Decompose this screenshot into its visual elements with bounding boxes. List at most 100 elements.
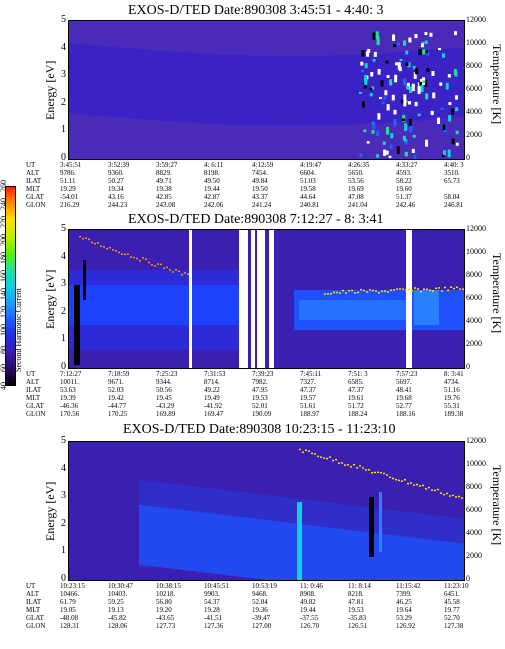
ephemeris-value: 6585. <box>348 378 364 386</box>
temperature-point <box>103 246 105 248</box>
ephemeris-value: 55.31 <box>444 402 460 410</box>
temperature-point <box>378 291 380 294</box>
ephemeris-value: 9671. <box>108 378 124 386</box>
temperature-point <box>112 249 114 251</box>
ephemeris-value: 5650. <box>348 169 364 177</box>
ephemeris-value: -43.65 <box>156 614 175 622</box>
low-energy-band <box>249 55 254 126</box>
ephemeris-value: 19.29 <box>60 185 76 193</box>
y2tick-label: 0 <box>466 574 470 583</box>
ephemeris-value: 19.77 <box>444 606 460 614</box>
ephemeris-value: 243.08 <box>156 201 176 209</box>
temperature-point <box>399 288 401 290</box>
ephemeris-value: 7:31:53 <box>204 370 226 378</box>
ephemeris-value: 9344. <box>156 378 172 386</box>
ion-band-core <box>389 535 394 580</box>
temperature-point <box>432 290 434 292</box>
noise-pixel <box>451 108 455 115</box>
ion-band-core <box>249 518 254 579</box>
noise-pixel <box>406 82 410 90</box>
temperature-point <box>422 484 424 487</box>
ion-band-core <box>289 523 294 580</box>
colorbar-tick: 200 <box>0 234 8 246</box>
ion-band-core <box>339 529 344 580</box>
noise-pixel <box>395 62 399 66</box>
noise-pixel <box>393 109 397 115</box>
temperature-point <box>326 457 328 460</box>
noise-pixel <box>376 154 380 158</box>
low-energy-band <box>319 55 324 126</box>
temperature-point <box>419 485 421 487</box>
ephemeris-value: 126.92 <box>396 622 416 630</box>
ephemeris-value: 4593. <box>396 169 412 177</box>
temperature-point <box>443 493 445 496</box>
ephemeris-value: 126.51 <box>348 622 368 630</box>
ephemeris-value: 3:52:39 <box>108 161 130 169</box>
ion-band-core <box>364 532 369 580</box>
ion-band-core <box>414 538 419 580</box>
temperature-point <box>187 273 189 275</box>
temperature-point <box>392 477 394 480</box>
noise-pixel <box>447 74 451 78</box>
ephemeris-value: 7:57:23 <box>396 370 418 378</box>
panel-3-y2label: Temperature [K] <box>490 465 504 546</box>
temperature-point <box>416 483 418 486</box>
noise-pixel <box>369 87 373 91</box>
temperature-point <box>435 287 437 290</box>
low-energy-band <box>134 48 139 119</box>
ephemeris-value: 42.87 <box>204 193 220 201</box>
low-energy-band <box>394 52 399 123</box>
ion-band-core <box>309 525 314 580</box>
ephemeris-row-label: GLAT <box>26 402 44 410</box>
temperature-point <box>402 288 404 290</box>
ion-band-core <box>199 512 204 573</box>
ephemeris-value: 42.85 <box>156 193 172 201</box>
noise-pixel <box>405 62 409 66</box>
ephemeris-value: 53.56 <box>348 177 364 185</box>
ephemeris-value: 10011. <box>60 378 79 386</box>
temperature-point <box>360 288 362 291</box>
ephemeris-value: 51.61 <box>300 402 316 410</box>
noise-pixel <box>442 124 446 130</box>
dark-stripe <box>369 497 374 557</box>
ephemeris-value: 19.68 <box>396 394 412 402</box>
ephemeris-value: 10:38:15 <box>156 582 181 590</box>
noise-pixel <box>371 130 375 134</box>
temperature-point <box>380 471 382 474</box>
ephemeris-value: 11: 8:14 <box>348 582 371 590</box>
low-energy-band <box>409 51 414 122</box>
ion-band-core <box>244 517 249 578</box>
ytick-label: 5 <box>61 223 66 234</box>
noise-pixel <box>411 148 415 154</box>
low-energy-band <box>314 55 319 126</box>
noise-pixel <box>422 49 426 55</box>
temperature-point <box>383 472 385 475</box>
ephemeris-value: 242.06 <box>204 201 224 209</box>
ephemeris-value: 10:23:15 <box>60 582 85 590</box>
noise-pixel <box>390 133 394 139</box>
ephemeris-value: 8198. <box>204 169 220 177</box>
ion-band-core <box>424 539 429 580</box>
temperature-point <box>148 261 150 264</box>
temperature-point <box>305 449 307 451</box>
temperature-point <box>82 237 84 240</box>
y2tick-label: 12000 <box>466 15 486 24</box>
noise-pixel <box>371 86 375 90</box>
low-energy-band <box>144 49 149 120</box>
temperature-point <box>453 287 455 290</box>
ion-band-core <box>274 521 279 580</box>
noise-pixel <box>443 150 447 156</box>
low-energy-band <box>99 46 104 116</box>
noise-pixel <box>376 37 380 46</box>
temperature-point <box>302 451 304 454</box>
noise-pixel <box>455 130 459 135</box>
ephemeris-value: 47.81 <box>348 598 364 606</box>
ion-band-core <box>409 537 414 580</box>
noise-pixel <box>409 125 413 133</box>
ion-band-core <box>459 543 464 580</box>
low-energy-band <box>334 55 339 126</box>
low-energy-band <box>329 55 334 126</box>
ephemeris-value: 10:45:51 <box>204 582 229 590</box>
noise-pixel <box>408 37 412 43</box>
ephemeris-value: 49.71 <box>156 177 172 185</box>
